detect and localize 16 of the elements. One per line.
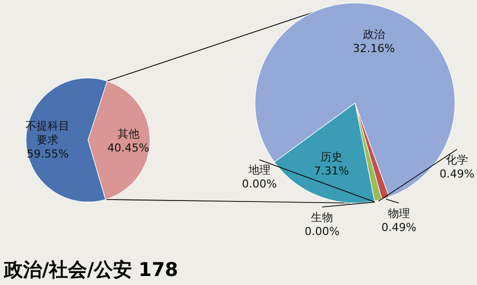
- category-label: 生物: [311, 211, 334, 224]
- text: 0.00%: [304, 225, 340, 238]
- data-label: 0.49%: [440, 167, 474, 180]
- category-label: 地理: [248, 164, 270, 177]
- text: 政治/社会/公安 178: [3, 259, 178, 281]
- slice-label: 历史: [320, 150, 342, 164]
- data-label: 32.16%: [352, 42, 395, 55]
- data-label: 59.55%: [26, 147, 69, 160]
- text: 0.00%: [242, 178, 277, 191]
- slice-label: 政治: [362, 28, 385, 41]
- data-label: 7.31%: [314, 164, 349, 178]
- data-label: 0.49%: [381, 220, 416, 234]
- slice-label: 物理: [388, 206, 410, 220]
- slice-label: 其他: [117, 128, 140, 141]
- data-label: 40.45%: [107, 142, 150, 155]
- slice-label: 化学: [446, 153, 468, 166]
